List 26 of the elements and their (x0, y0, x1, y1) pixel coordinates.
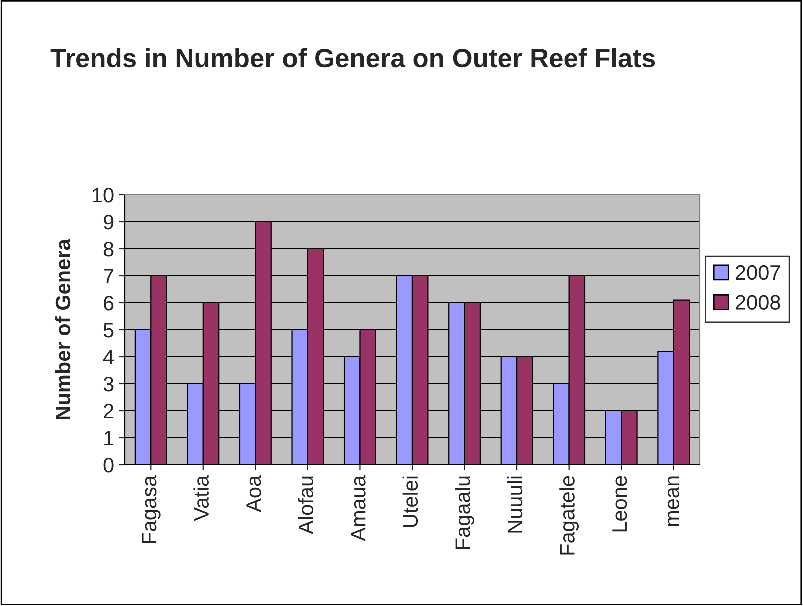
y-tick-label: 7 (104, 269, 114, 284)
x-tick-label: Nuuuli (507, 476, 523, 533)
y-tick-label: 8 (104, 242, 114, 257)
y-tick-label: 9 (104, 215, 114, 230)
y-tick-label: 1 (104, 431, 114, 446)
x-tick-label: Leone (612, 476, 628, 532)
y-tick-label: 4 (103, 350, 114, 365)
y-tick-label: 2 (104, 404, 114, 419)
y-tick-label: 3 (104, 377, 114, 392)
x-tick-label: Alofau (298, 476, 314, 534)
x-tick-label: Fagatele (560, 476, 580, 555)
x-tick-label: Fagaalu (455, 476, 474, 549)
x-tick-label: mean (668, 476, 680, 526)
legend-label: 2007 (736, 265, 780, 280)
legend-label: 2008 (736, 295, 780, 310)
y-tick-label: 10 (93, 188, 114, 203)
x-tick-label: Fagasa (142, 475, 161, 544)
x-tick-label: Utelei (402, 476, 418, 528)
x-tick-label: Vatia (194, 475, 209, 522)
chart-title: Trends in Number of Genera on Outer Reef Flats (50, 48, 656, 68)
x-tick-label: Amaua (351, 475, 366, 542)
y-tick-label: 0 (104, 458, 114, 473)
x-tick-label: Aoa (246, 475, 262, 512)
y-tick-label: 5 (104, 323, 114, 338)
y-tick-label: 6 (104, 296, 114, 311)
y-axis-title: Number of Genera (55, 238, 71, 420)
